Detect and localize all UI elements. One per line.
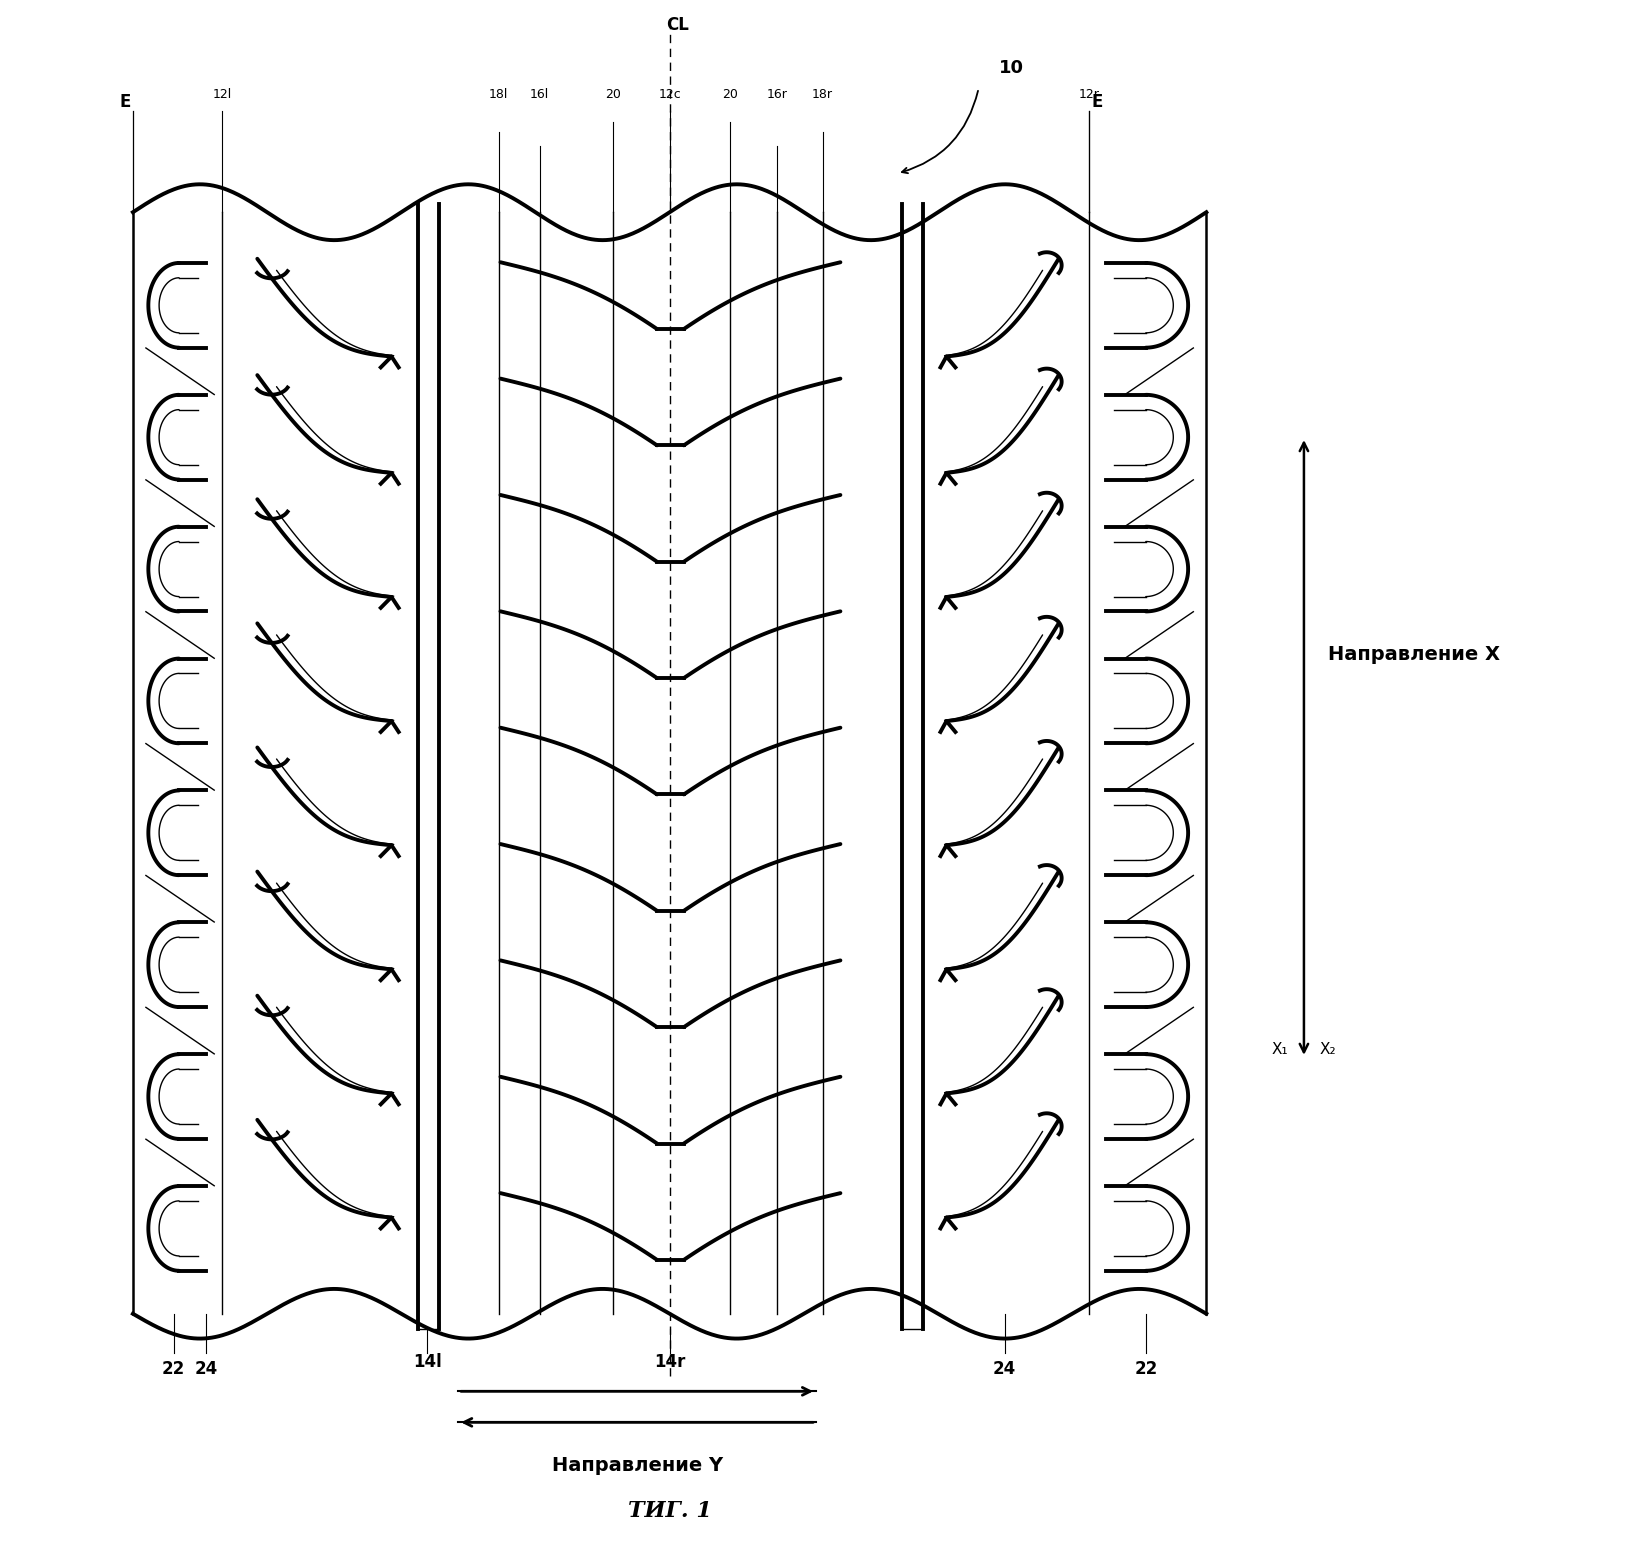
- Text: 24: 24: [992, 1361, 1017, 1378]
- Text: E: E: [1092, 93, 1103, 112]
- Text: 14l: 14l: [413, 1353, 442, 1370]
- Text: 14r: 14r: [654, 1353, 685, 1370]
- Text: 18l: 18l: [490, 87, 509, 101]
- Text: Направление X: Направление X: [1328, 645, 1500, 663]
- Text: 18r: 18r: [813, 87, 832, 101]
- Text: X₁: X₁: [1271, 1042, 1288, 1057]
- Text: 10: 10: [999, 59, 1023, 76]
- Text: 12c: 12c: [658, 87, 681, 101]
- Text: 20: 20: [605, 87, 620, 101]
- Text: 22: 22: [162, 1361, 184, 1378]
- Bar: [132, 212, 1206, 1314]
- Text: Направление Y: Направление Y: [552, 1456, 723, 1476]
- Text: CL: CL: [666, 16, 689, 34]
- Text: 12l: 12l: [212, 87, 232, 101]
- Text: X₂: X₂: [1320, 1042, 1337, 1057]
- Text: 20: 20: [721, 87, 738, 101]
- Text: 16r: 16r: [767, 87, 787, 101]
- Text: E: E: [119, 93, 131, 112]
- Text: 22: 22: [1134, 1361, 1157, 1378]
- Text: ΤИГ. 1: ΤИГ. 1: [628, 1499, 712, 1521]
- Text: 12r: 12r: [1079, 87, 1100, 101]
- Text: 16l: 16l: [530, 87, 548, 101]
- Text: 24: 24: [194, 1361, 217, 1378]
